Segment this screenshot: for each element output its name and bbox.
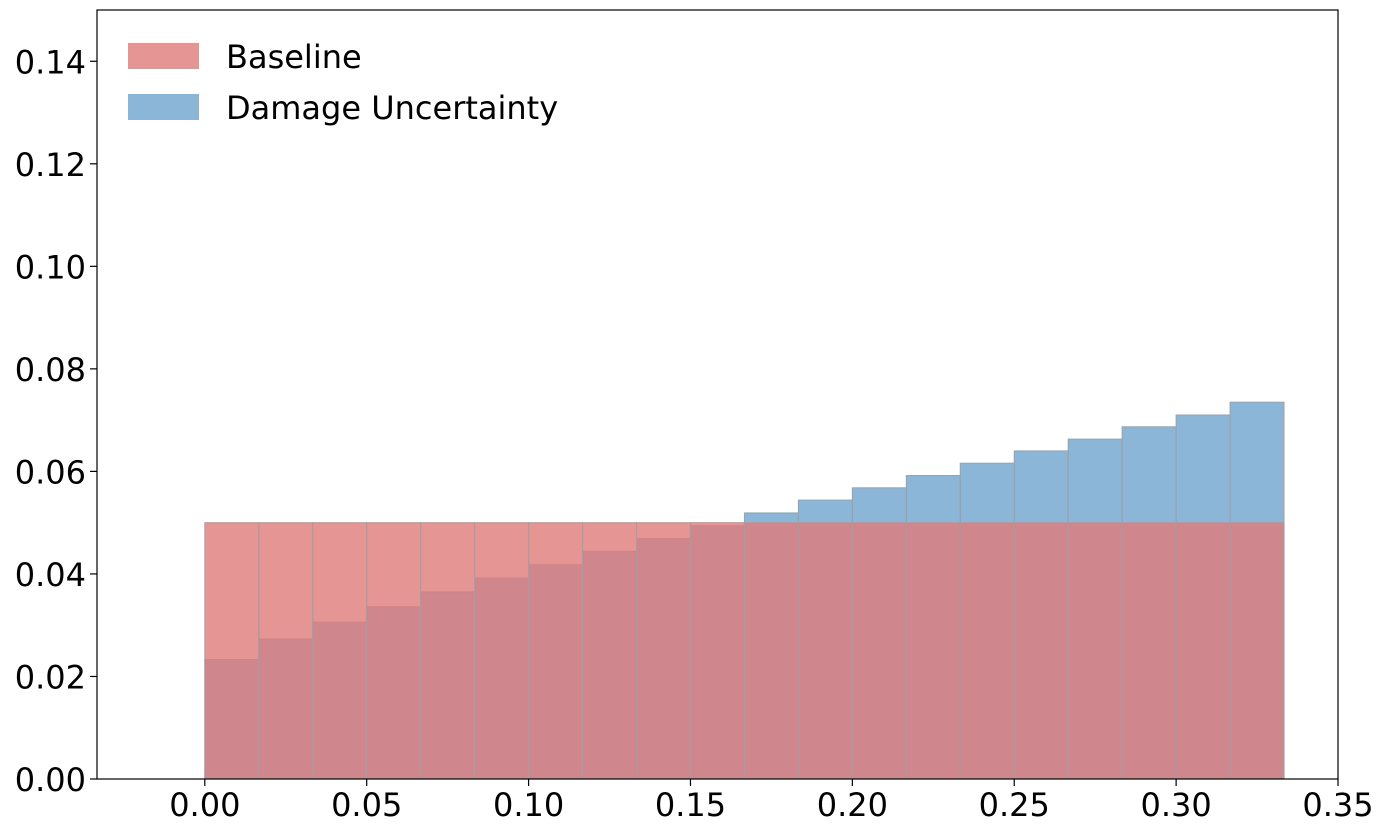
legend-swatch-baseline [128, 43, 199, 69]
bar-baseline [1175, 522, 1231, 780]
legend: Baseline Damage Uncertainty [128, 38, 558, 127]
x-axis: 0.00 0.05 0.10 0.15 0.20 0.25 0.30 0.35 [169, 779, 1374, 824]
y-tick-label: 0.04 [15, 556, 86, 594]
bar-baseline [420, 522, 476, 780]
x-tick-label: 0.25 [979, 786, 1050, 824]
legend-label-damage-uncertainty: Damage Uncertainty [226, 89, 558, 127]
x-tick-label: 0.15 [655, 786, 726, 824]
y-tick-label: 0.08 [15, 351, 86, 389]
x-tick-label: 0.35 [1302, 786, 1373, 824]
bar-baseline [743, 522, 799, 780]
y-tick-label: 0.10 [15, 248, 86, 286]
y-tick-label: 0.14 [15, 43, 86, 81]
bar-baseline [797, 522, 853, 780]
bar-baseline [1013, 522, 1069, 780]
bar-baseline [905, 522, 961, 780]
y-tick-label: 0.02 [15, 658, 86, 696]
y-axis: 0.00 0.02 0.04 0.06 0.08 0.10 0.12 0.14 [15, 43, 97, 799]
bar-baseline [1121, 522, 1177, 780]
plot-frame [96, 9, 1339, 780]
bar-baseline [204, 522, 260, 780]
y-tick-label: 0.00 [15, 761, 86, 799]
bar-baseline [1229, 522, 1285, 780]
bar-baseline [851, 522, 907, 780]
baseline-bars [204, 522, 1285, 780]
legend-swatch-damage-uncertainty [128, 94, 199, 120]
bar-baseline [366, 522, 422, 780]
bar-baseline [635, 522, 691, 780]
y-tick-label: 0.12 [15, 146, 86, 184]
y-tick-label: 0.06 [15, 453, 86, 491]
bar-baseline [474, 522, 530, 780]
bar-baseline [959, 522, 1015, 780]
x-tick-label: 0.20 [817, 786, 888, 824]
x-tick-label: 0.30 [1140, 786, 1211, 824]
bar-baseline [528, 522, 584, 780]
bar-baseline [689, 522, 745, 780]
legend-label-baseline: Baseline [226, 38, 362, 76]
x-tick-label: 0.10 [493, 786, 564, 824]
x-tick-label: 0.00 [169, 786, 240, 824]
bar-baseline [258, 522, 314, 780]
x-tick-label: 0.05 [331, 786, 402, 824]
bar-baseline [1067, 522, 1123, 780]
bar-baseline [582, 522, 637, 780]
bar-baseline [312, 522, 368, 780]
